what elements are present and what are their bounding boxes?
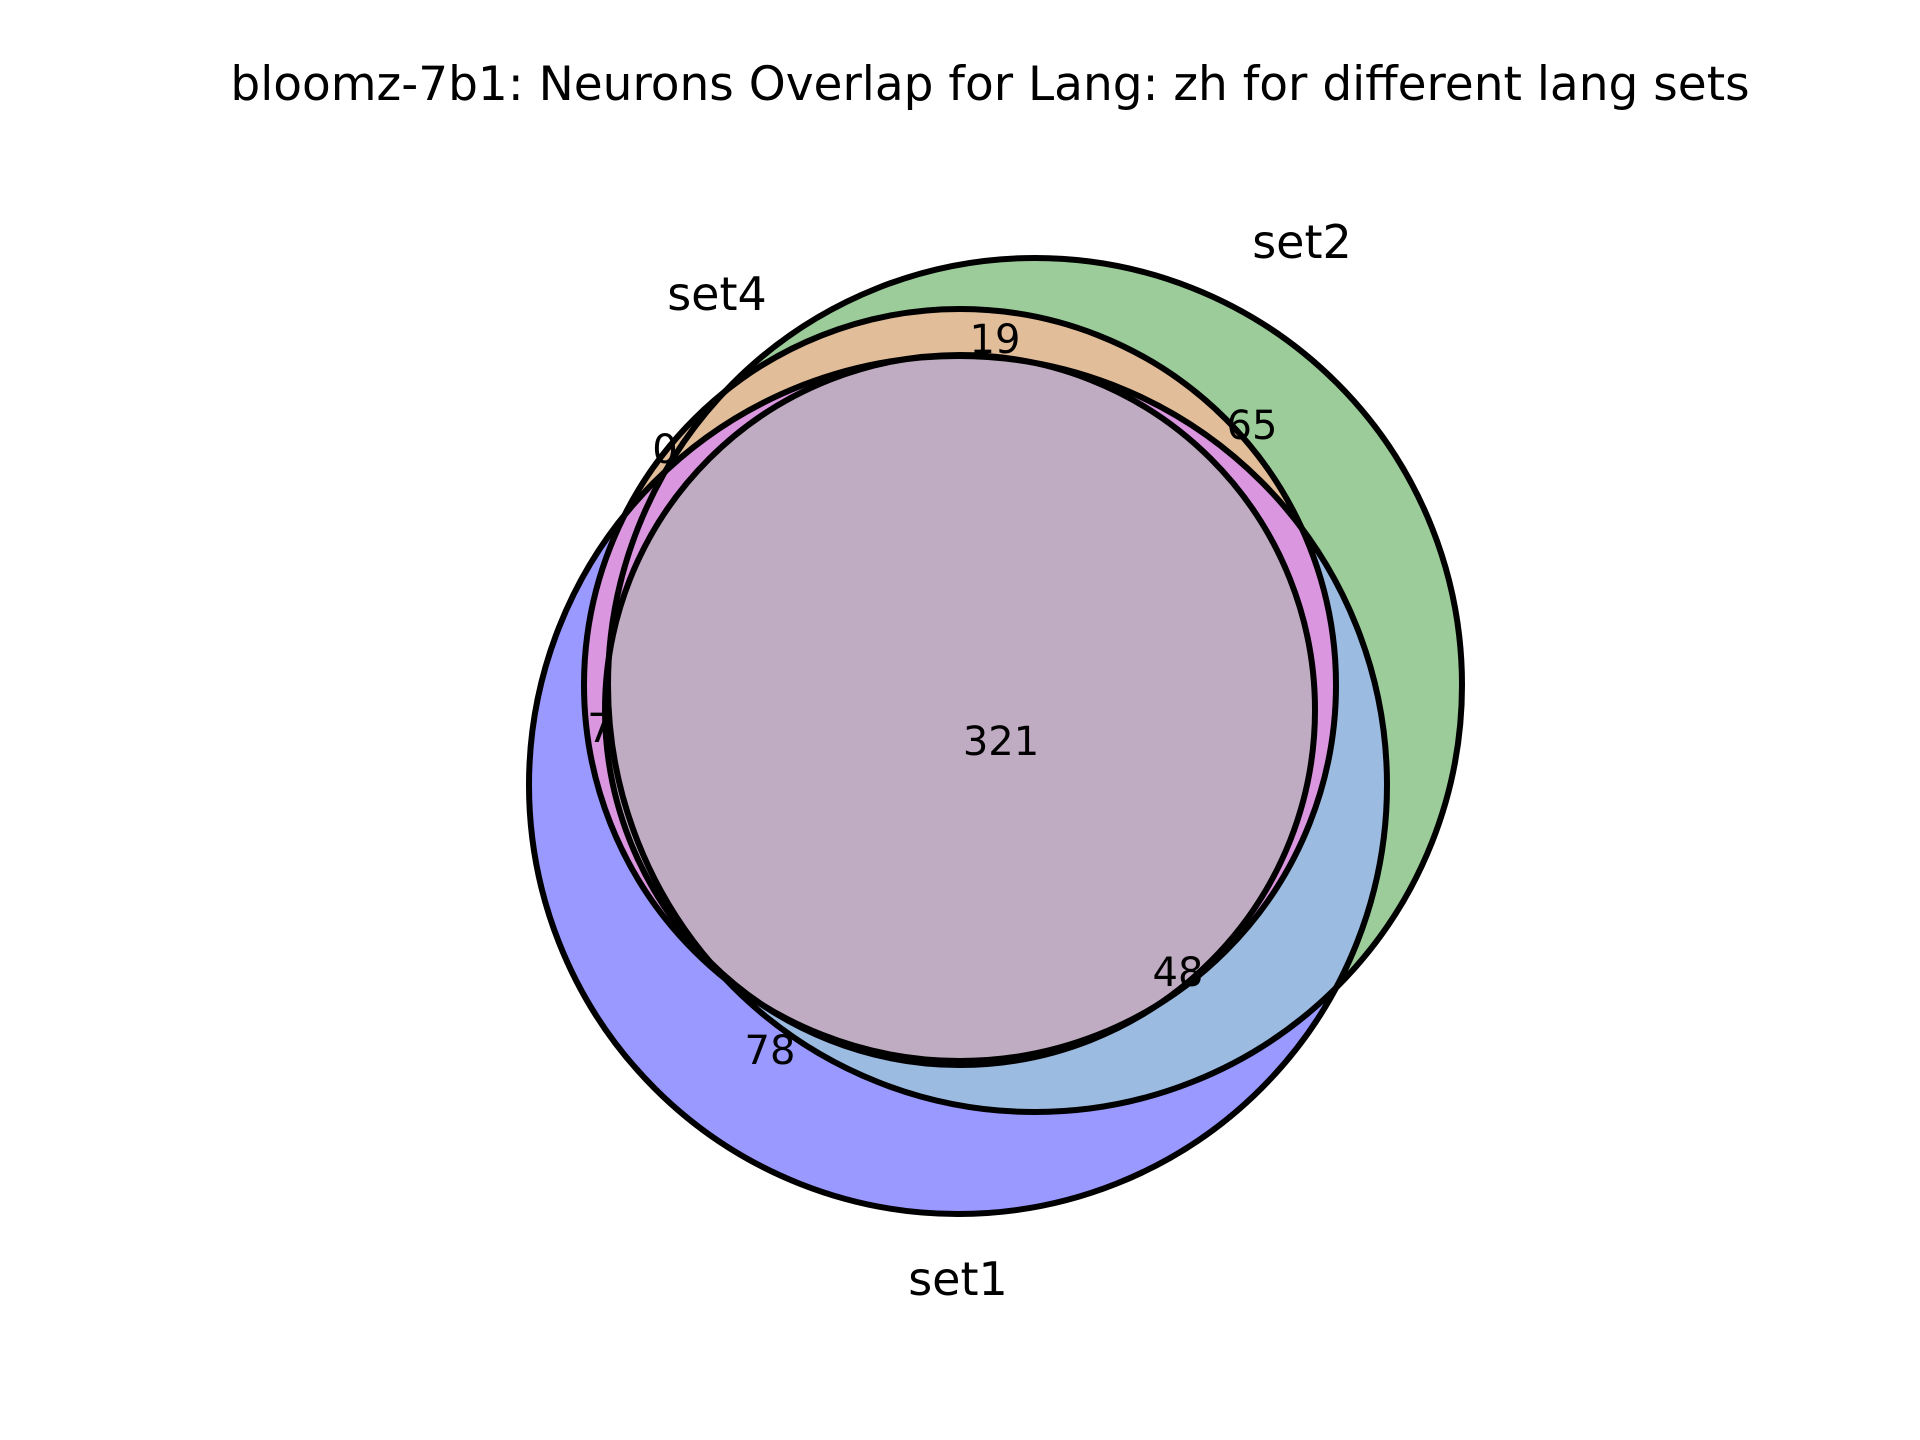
region-count-upper-right: 65 — [1227, 403, 1278, 449]
set4-outline — [581, 306, 1339, 1064]
set-labels: set1 set2 set4 — [667, 215, 1352, 1306]
set3-outline — [602, 352, 1318, 1068]
chart-title: bloomz-7b1: Neurons Overlap for Lang: zh… — [230, 57, 1749, 112]
region-count-upper-left-sliver: 0 — [652, 427, 677, 473]
region-count-core: 321 — [963, 719, 1039, 765]
region-count-top-band: 19 — [970, 317, 1021, 363]
region-labels: 321 19 65 0 7 48 78 — [587, 317, 1277, 1074]
set2-label: set2 — [1252, 215, 1352, 269]
region-count-left-sliver: 7 — [587, 706, 612, 752]
set4-label: set4 — [667, 267, 767, 321]
region-count-lower-right: 48 — [1153, 950, 1204, 996]
region-count-lower-left: 78 — [745, 1028, 796, 1074]
set1-label: set1 — [908, 1252, 1008, 1306]
core-overlap-fill — [605, 355, 1315, 1065]
venn-outlines — [526, 255, 1465, 1217]
